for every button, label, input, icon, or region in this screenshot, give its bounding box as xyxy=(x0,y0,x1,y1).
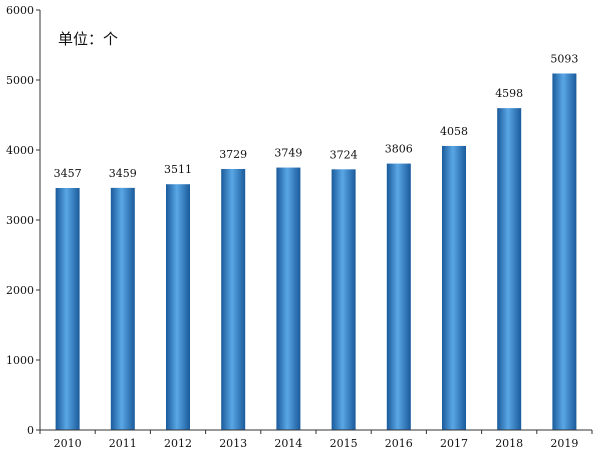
y-axis: 0 1000 2000 3000 4000 5000 6000 xyxy=(6,4,41,437)
bar xyxy=(331,169,356,430)
y-tick-label: 6000 xyxy=(6,4,34,17)
data-label: 3511 xyxy=(164,163,192,176)
bar xyxy=(497,108,522,430)
data-label: 5093 xyxy=(550,52,578,65)
data-label: 3457 xyxy=(54,167,82,180)
data-label: 3459 xyxy=(109,167,137,180)
bar xyxy=(442,145,466,430)
x-tick-label: 2012 xyxy=(164,437,192,450)
x-tick-label: 2013 xyxy=(219,437,247,450)
data-label: 4598 xyxy=(495,87,523,100)
y-tick-label: 1000 xyxy=(6,354,34,367)
data-label: 3729 xyxy=(219,148,247,161)
bar xyxy=(110,187,135,430)
data-label: 3806 xyxy=(385,143,413,156)
y-tick-label: 2000 xyxy=(6,284,34,297)
bar xyxy=(221,168,246,430)
x-tick-label: 2010 xyxy=(54,437,82,450)
bar xyxy=(276,167,301,430)
y-tick-label: 4000 xyxy=(6,144,34,157)
bar xyxy=(552,73,577,431)
data-label: 3724 xyxy=(330,148,358,161)
x-tick-label: 2015 xyxy=(330,437,358,450)
x-tick-label: 2011 xyxy=(109,437,137,450)
x-tick-label: 2016 xyxy=(385,437,413,450)
x-tick-label: 2014 xyxy=(274,437,302,450)
y-tick-label: 0 xyxy=(27,424,34,437)
x-tick-label: 2018 xyxy=(495,437,523,450)
bar xyxy=(386,163,411,430)
x-axis: 2010 2011 2012 2013 2014 2015 2016 2017 2018 2019 xyxy=(39,429,593,450)
data-label: 4058 xyxy=(440,125,468,138)
x-tick-label: 2019 xyxy=(550,437,578,450)
y-tick-label: 5000 xyxy=(6,74,34,87)
data-label: 3749 xyxy=(274,147,302,160)
bar xyxy=(166,184,190,430)
bars-group: 3457 3459 3511 3729 3749 3724 3806 4058 4598 5093 xyxy=(54,52,578,431)
x-tick-label: 2017 xyxy=(440,437,468,450)
y-tick-label: 3000 xyxy=(6,214,34,227)
bar xyxy=(55,188,80,430)
unit-label: 单位：个 xyxy=(58,30,118,48)
